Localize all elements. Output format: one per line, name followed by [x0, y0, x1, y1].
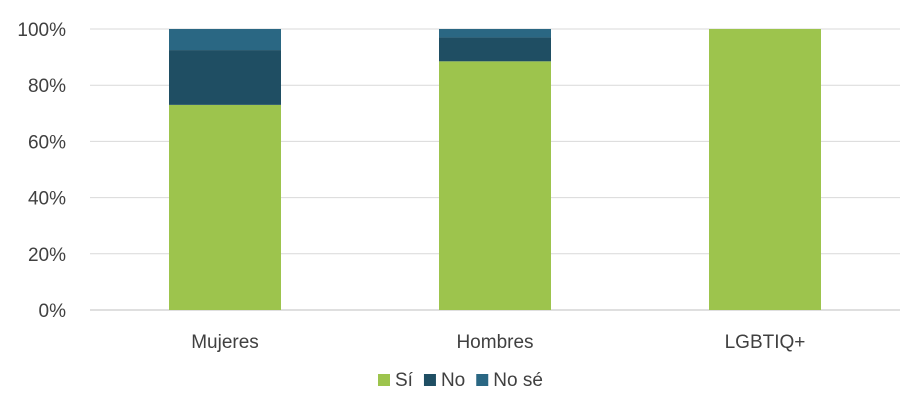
legend: Sí No No sé: [378, 370, 543, 391]
legend-swatch: [423, 374, 436, 386]
bar-segment: [439, 37, 551, 62]
y-tick-label: 80%: [28, 76, 66, 97]
bar-segment: [439, 61, 551, 310]
x-tick-label: Hombres: [456, 332, 533, 353]
legend-label: No: [441, 370, 465, 391]
legend-label: No sé: [493, 370, 543, 391]
y-tick-label: 0%: [39, 301, 67, 322]
bar-segment: [169, 104, 281, 311]
legend-label: Sí: [395, 370, 414, 391]
x-tick-label: LGBTIQ+: [725, 332, 806, 353]
bar-segment: [709, 29, 821, 310]
bar-segment: [169, 50, 281, 105]
y-tick-label: 100%: [17, 20, 66, 41]
y-tick-label: 20%: [28, 245, 66, 266]
legend-swatch: [476, 374, 489, 386]
y-tick-label: 40%: [28, 189, 66, 210]
bar-segment: [169, 29, 281, 51]
x-axis: Mujeres Hombres LGBTIQ+: [191, 332, 805, 353]
bar-segment: [439, 29, 551, 38]
bars: [169, 29, 821, 311]
y-tick-label: 60%: [28, 132, 66, 153]
x-tick-label: Mujeres: [191, 332, 259, 353]
y-axis: 0% 20% 40% 60% 80% 100%: [17, 20, 66, 322]
legend-swatch: [378, 374, 390, 386]
